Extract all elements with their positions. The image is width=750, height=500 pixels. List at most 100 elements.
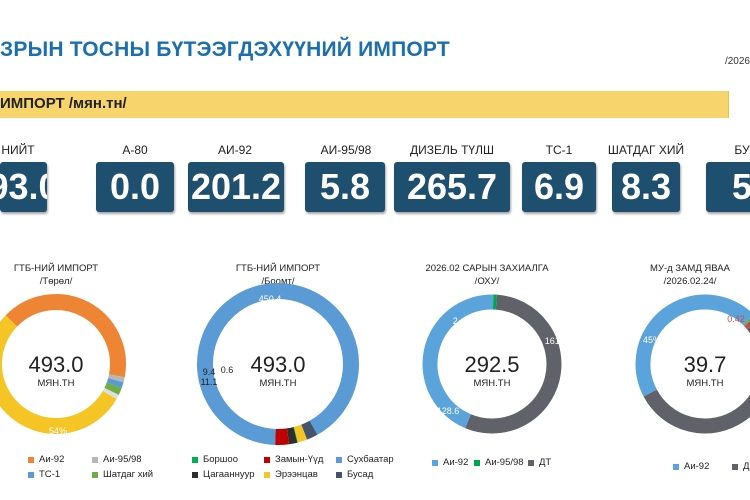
legend-item: Д xyxy=(732,461,749,472)
legend-swatch xyxy=(336,456,342,463)
chart3-title-block: 2026.02 САРЫН ЗАХИАЛГА /ОХУ/ xyxy=(425,262,548,288)
tile-total: 93.0 xyxy=(0,162,47,212)
chart3-subtitle: /ОХУ/ xyxy=(474,276,500,287)
legend-swatch xyxy=(474,459,480,466)
legend-label: Сухбаатар xyxy=(347,454,394,465)
slice-data-label: 11.1 xyxy=(201,377,218,387)
donut-slice xyxy=(0,315,117,435)
tile-label-total: НИЙТ xyxy=(1,143,35,157)
legend-item: Бусад xyxy=(336,469,373,480)
legend-swatch xyxy=(92,456,98,463)
tile-label-a80: А-80 xyxy=(122,143,148,157)
legend-swatch xyxy=(92,471,98,478)
tile-label-ai92: АИ-92 xyxy=(218,143,252,157)
slice-data-label: 0.42 xyxy=(727,314,745,324)
legend-swatch xyxy=(432,459,438,466)
donut-slice xyxy=(465,294,562,434)
slice-data-label: 128.6 xyxy=(437,406,460,416)
chart4-title: МУ-д ЗАМД ЯВАА xyxy=(650,263,730,274)
donut-slice xyxy=(102,387,119,400)
report-date: /2026 xyxy=(724,56,750,67)
chart1-title: ГТБ-НИЙ ИМПОРТ xyxy=(13,263,99,274)
legend-item: Цагааннуур xyxy=(192,469,255,480)
legend-swatch xyxy=(673,463,679,470)
tile-a80: 0.0 xyxy=(96,162,174,212)
donut-slice xyxy=(108,374,125,383)
legend-label: Аи-92 xyxy=(443,457,469,468)
chart1-title-block: ГТБ-НИЙ ИМПОРТ /Төрөл/ xyxy=(14,262,98,288)
legend-label: Эрээнцав xyxy=(275,469,318,480)
donut-slice xyxy=(104,382,122,395)
chart3-title: 2026.02 САРЫН ЗАХИАЛГА xyxy=(425,263,549,274)
slice-data-label: 9.4 xyxy=(203,367,216,377)
donut-slice xyxy=(301,420,318,440)
donut-slice xyxy=(422,294,494,429)
chart3-center-value: 292.5 xyxy=(464,352,520,377)
slice-data-label: 2.4 xyxy=(453,316,466,326)
legend-item: Аи-92 xyxy=(673,461,709,472)
chart3-center-unit: МЯН.ТН xyxy=(473,378,511,389)
chart4-center-unit: МЯН.ТН xyxy=(686,378,724,389)
chart1-center-unit: МЯН.ТН xyxy=(37,378,75,389)
chart2-title: ГТБ-НИЙ ИМПОРТ xyxy=(235,263,321,274)
legend-swatch xyxy=(28,471,34,478)
section-band-label: ИМПОРТ /мян.тн/ xyxy=(0,95,127,112)
legend-item: Боршоо xyxy=(192,454,238,465)
tile-diesel: 265.7 xyxy=(394,162,510,212)
tile-lpg: 8.3 xyxy=(612,162,680,212)
donut-slice xyxy=(106,378,124,389)
legend-item: Аи-92 xyxy=(28,454,64,465)
donut-slice xyxy=(643,326,750,434)
chart4-subtitle: /2026.02.24/ xyxy=(663,276,717,287)
donut-slice xyxy=(635,294,750,397)
legend-label: Замын-Үүд xyxy=(275,454,324,465)
legend-item: Эрээнцав xyxy=(264,469,318,480)
legend-item: Замын-Үүд xyxy=(264,454,323,465)
donut-slice xyxy=(275,428,290,445)
legend-label: Цагааннуур xyxy=(203,469,255,480)
legend-label: ТС-1 xyxy=(39,469,61,480)
legend-label: Бусад xyxy=(347,469,374,480)
chart4-center-value: 39.7 xyxy=(683,352,727,377)
tile-ai92: 201.2 xyxy=(188,162,284,212)
legend-label: Шатдаг хий xyxy=(103,469,154,480)
legend-item: Шатдаг хий xyxy=(92,469,153,480)
chart1-subtitle: /Төрөл/ xyxy=(39,276,73,287)
legend-label: ДТ xyxy=(539,457,552,468)
legend-item: ТС-1 xyxy=(28,469,60,480)
donut-slice xyxy=(197,283,359,445)
legend-item: Сухбаатар xyxy=(336,454,394,465)
legend-label: Боршоо xyxy=(203,454,238,465)
legend-item: Аи-92 xyxy=(432,457,468,468)
donut-slice xyxy=(5,294,126,378)
page-title: ЗРЫН ТОСНЫ БҮТЭЭГДЭХҮҮНИЙ ИМПОРТ xyxy=(0,38,450,61)
legend-swatch xyxy=(732,463,738,470)
legend-swatch xyxy=(528,459,534,466)
chart2-center-unit: МЯН.ТН xyxy=(259,378,297,389)
chart1-center-value: 493.0 xyxy=(28,352,84,377)
slice-data-label: 450.4 xyxy=(259,294,282,304)
legend-item: Аи-95/98 xyxy=(474,457,524,468)
slice-data-label: 161.5 xyxy=(545,336,568,346)
legend-swatch xyxy=(192,456,198,463)
slice-data-label: 45% xyxy=(643,335,661,345)
legend-item: ДТ xyxy=(528,457,551,468)
tile-ai95: 5.8 xyxy=(305,162,385,212)
tile-other: 5 xyxy=(706,162,750,212)
legend-label: Аи-95/98 xyxy=(485,457,524,468)
donut-slice xyxy=(286,427,298,445)
tile-label-lpg: ШАТДАГ ХИЙ xyxy=(607,143,685,157)
slice-data-label: 0.6 xyxy=(221,365,234,375)
chart2-center-value: 493.0 xyxy=(250,352,306,377)
legend-swatch xyxy=(28,456,34,463)
slice-data-label: 54% xyxy=(49,426,67,436)
donut-slice xyxy=(293,424,308,443)
tile-label-diesel: ДИЗЕЛЬ ТҮЛШ xyxy=(410,143,494,157)
chart4-title-block: МУ-д ЗАМД ЯВАА /2026.02.24/ xyxy=(650,262,730,288)
tile-ts1: 6.9 xyxy=(522,162,596,212)
legend-label: Аи-92 xyxy=(39,454,65,465)
section-band: ИМПОРТ /мян.тн/ xyxy=(0,91,729,118)
legend-label: Д xyxy=(743,461,750,472)
chart2-subtitle: /Боомт/ xyxy=(261,276,295,287)
